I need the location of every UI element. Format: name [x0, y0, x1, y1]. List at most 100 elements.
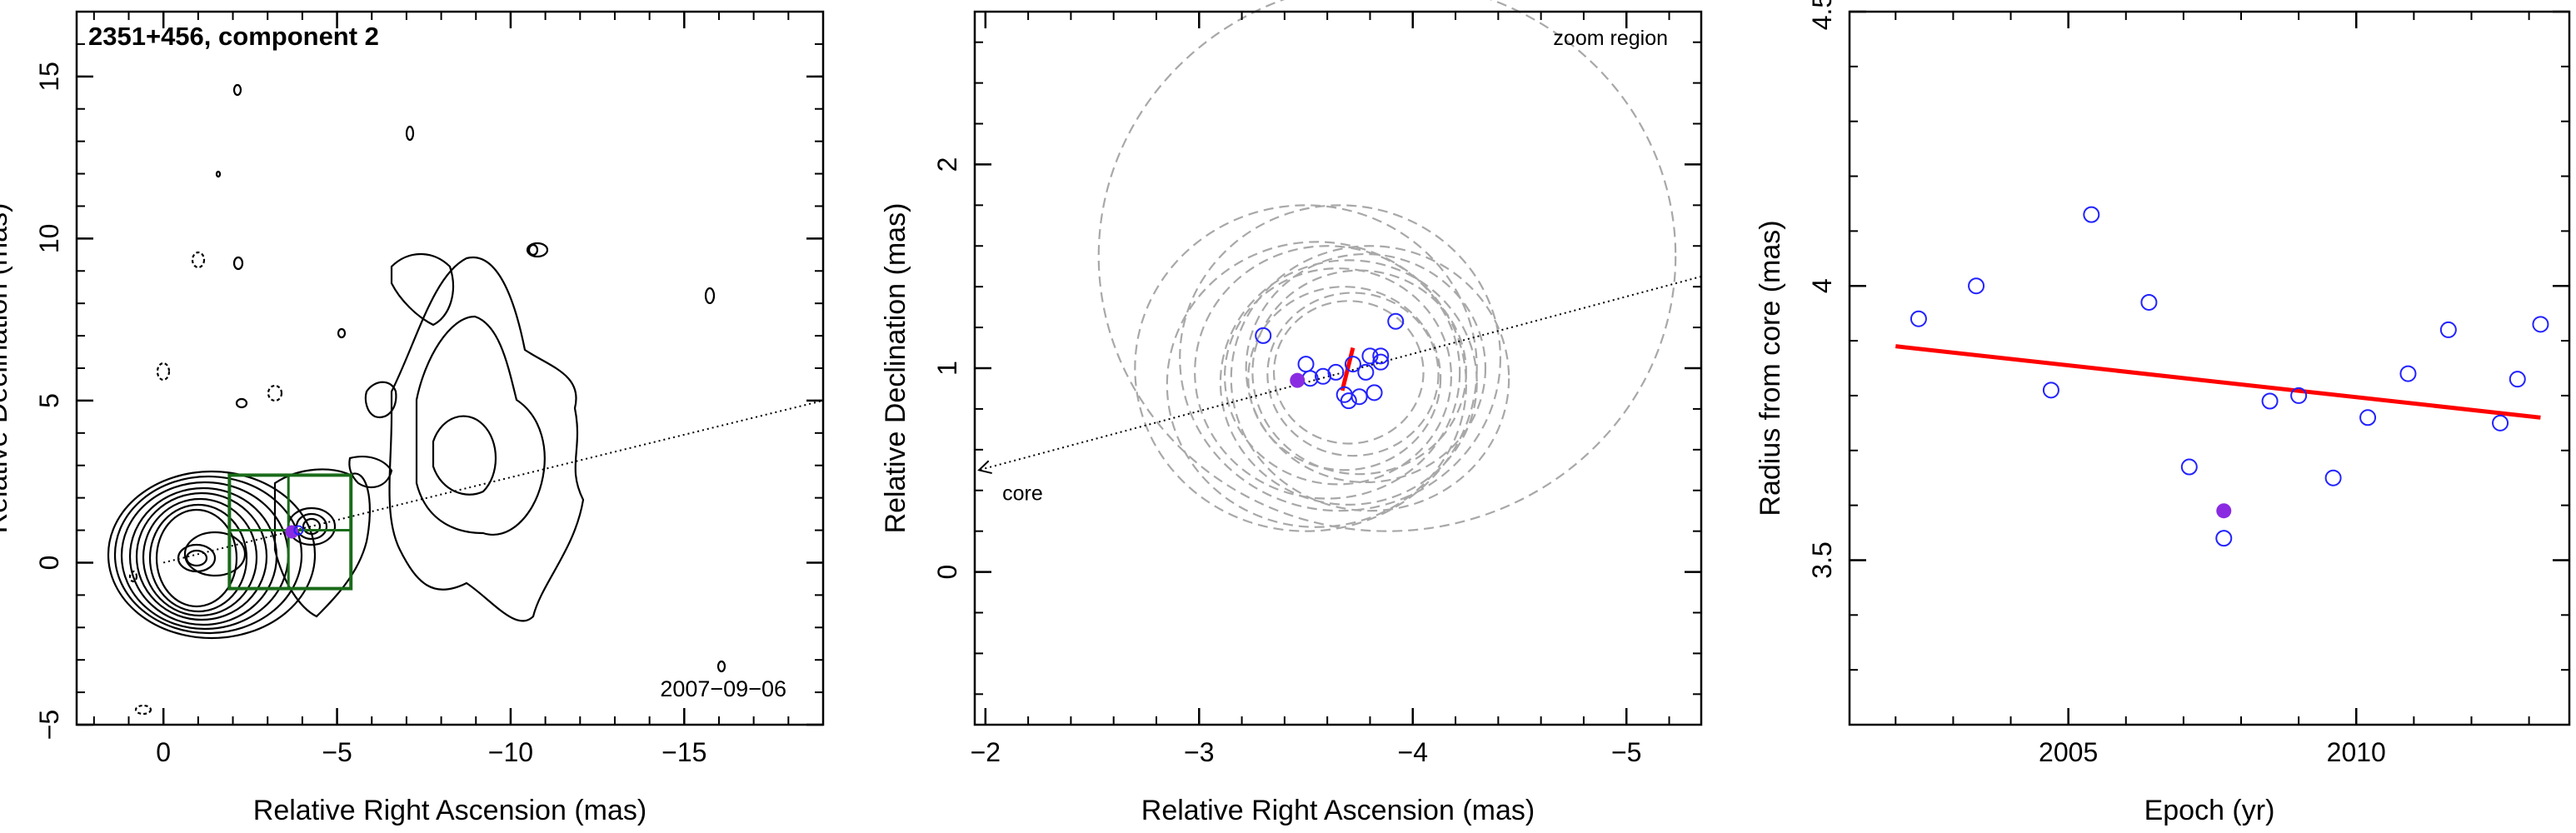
open-data-point [2083, 206, 2100, 223]
open-data-point [2509, 371, 2526, 388]
x-tick-label: −5 [322, 737, 352, 767]
x-tick-label: −2 [971, 737, 1001, 767]
x-axis-title: Relative Right Ascension (mas) [1141, 795, 1535, 826]
open-data-point [2215, 530, 2233, 547]
open-data-point [1357, 363, 1375, 381]
zoom-circle [1179, 204, 1502, 512]
x-axis-title: Relative Right Ascension (mas) [253, 795, 646, 826]
open-data-point [2140, 293, 2158, 311]
open-data-point [1365, 384, 1383, 402]
zoom-region-label: zoom region [1553, 27, 1668, 50]
zoom-circle [1097, 0, 1677, 532]
jet-contour [390, 252, 454, 327]
x-tick-label: 2010 [2327, 737, 2386, 767]
zoom-circle [1194, 245, 1461, 500]
fit-line [1895, 344, 2541, 420]
core-direction-arrow [978, 275, 1702, 471]
noise-contour [215, 170, 222, 178]
zoom-circle [1245, 252, 1487, 484]
plot-frame [1848, 10, 2571, 726]
jet-contour [364, 381, 397, 419]
y-tick-label: 5 [34, 393, 64, 408]
y-axis-title: Relative Declination (mas) [880, 203, 911, 534]
noise-contour [704, 287, 716, 305]
open-data-point [2532, 316, 2549, 333]
y-axis-ticks: 0 1 2 [932, 41, 1701, 696]
open-data-point [1297, 356, 1315, 373]
y-tick-label: 15 [34, 62, 64, 92]
noise-contour [156, 362, 171, 382]
contour-map-panel: 0 −5 −10 −15 −5 0 5 10 15 2351+456, component 2… [0, 10, 825, 826]
open-data-point [2180, 458, 2198, 476]
core-label: core [1002, 481, 1043, 505]
component-point [293, 525, 304, 536]
open-data-point [2359, 409, 2377, 426]
core-contour [148, 503, 248, 613]
component-marker [285, 525, 304, 539]
core-contour [107, 470, 317, 640]
core-contour [185, 549, 208, 567]
core-contour [183, 531, 247, 577]
noise-contour [232, 83, 242, 97]
x-tick-label: −10 [488, 737, 533, 767]
zoom-circle [1230, 245, 1510, 512]
y-tick-label: −5 [34, 710, 64, 740]
arrowhead-icon [977, 460, 992, 475]
panel-title: 2351+456, component 2 [88, 22, 379, 51]
x-axis-ticks: 0 −5 −10 −15 [92, 12, 824, 767]
zoom-circle [1219, 259, 1478, 506]
y-tick-label: 4 [1807, 278, 1837, 293]
radius-points [1910, 206, 2549, 547]
open-data-point [1372, 353, 1390, 371]
noise-contour [405, 125, 415, 142]
contour-map [107, 83, 726, 716]
plot-frame [75, 10, 825, 726]
zoom-circle [1272, 300, 1425, 445]
component-contour [302, 517, 322, 536]
open-data-point [2439, 321, 2457, 338]
y-tick-label: 1 [932, 361, 962, 376]
x-axis-title: Epoch (yr) [2144, 795, 2275, 826]
x-axis-ticks: 2005 2010 [1895, 12, 2530, 767]
y-axis-title: Relative Declination (mas) [0, 203, 13, 534]
y-axis-title: Radius from core (mas) [1755, 220, 1786, 516]
zoom-region-panel: −2 −3 −4 −5 0 1 2 zoom region core Relative R… [880, 0, 1703, 826]
noise-contour [134, 704, 152, 716]
epoch-date-label: 2007−09−06 [660, 676, 786, 701]
jet-contour [388, 256, 585, 622]
open-data-point [2290, 387, 2308, 404]
open-data-point [1344, 356, 1361, 373]
core-contour [155, 508, 238, 608]
core-contour [113, 475, 303, 635]
jet-contour [273, 468, 372, 618]
open-data-point [1255, 327, 1272, 344]
core-contour [128, 486, 278, 626]
core-contour [120, 481, 290, 631]
filled-data-point [2216, 503, 2232, 519]
x-axis-ticks: −2 −3 −4 −5 [971, 12, 1670, 767]
open-data-point [1350, 388, 1368, 406]
x-tick-label: 0 [156, 737, 171, 767]
zoom-box-outline [227, 473, 353, 591]
open-data-point [1340, 392, 1357, 410]
noise-contour [232, 256, 244, 271]
noise-contour [191, 251, 206, 269]
open-data-point [1910, 310, 1927, 327]
noise-contour [128, 570, 138, 583]
zoom-circles [1097, 0, 1677, 532]
open-data-point [1387, 312, 1405, 330]
x-tick-label: −3 [1184, 737, 1214, 767]
jet-contour [415, 315, 546, 536]
position-points [1255, 312, 1405, 410]
plot-frame [973, 10, 1703, 726]
jet-contour [348, 456, 393, 489]
filled-data-point [1290, 372, 1305, 388]
zoom-circle [1223, 267, 1453, 486]
x-tick-label: −4 [1398, 737, 1428, 767]
x-tick-label: −5 [1611, 737, 1641, 767]
zoom-circle [1134, 204, 1478, 532]
zoom-circle [1266, 292, 1440, 457]
x-tick-label: −15 [661, 737, 706, 767]
zoom-circle [1166, 241, 1467, 528]
open-data-point [1327, 363, 1345, 381]
